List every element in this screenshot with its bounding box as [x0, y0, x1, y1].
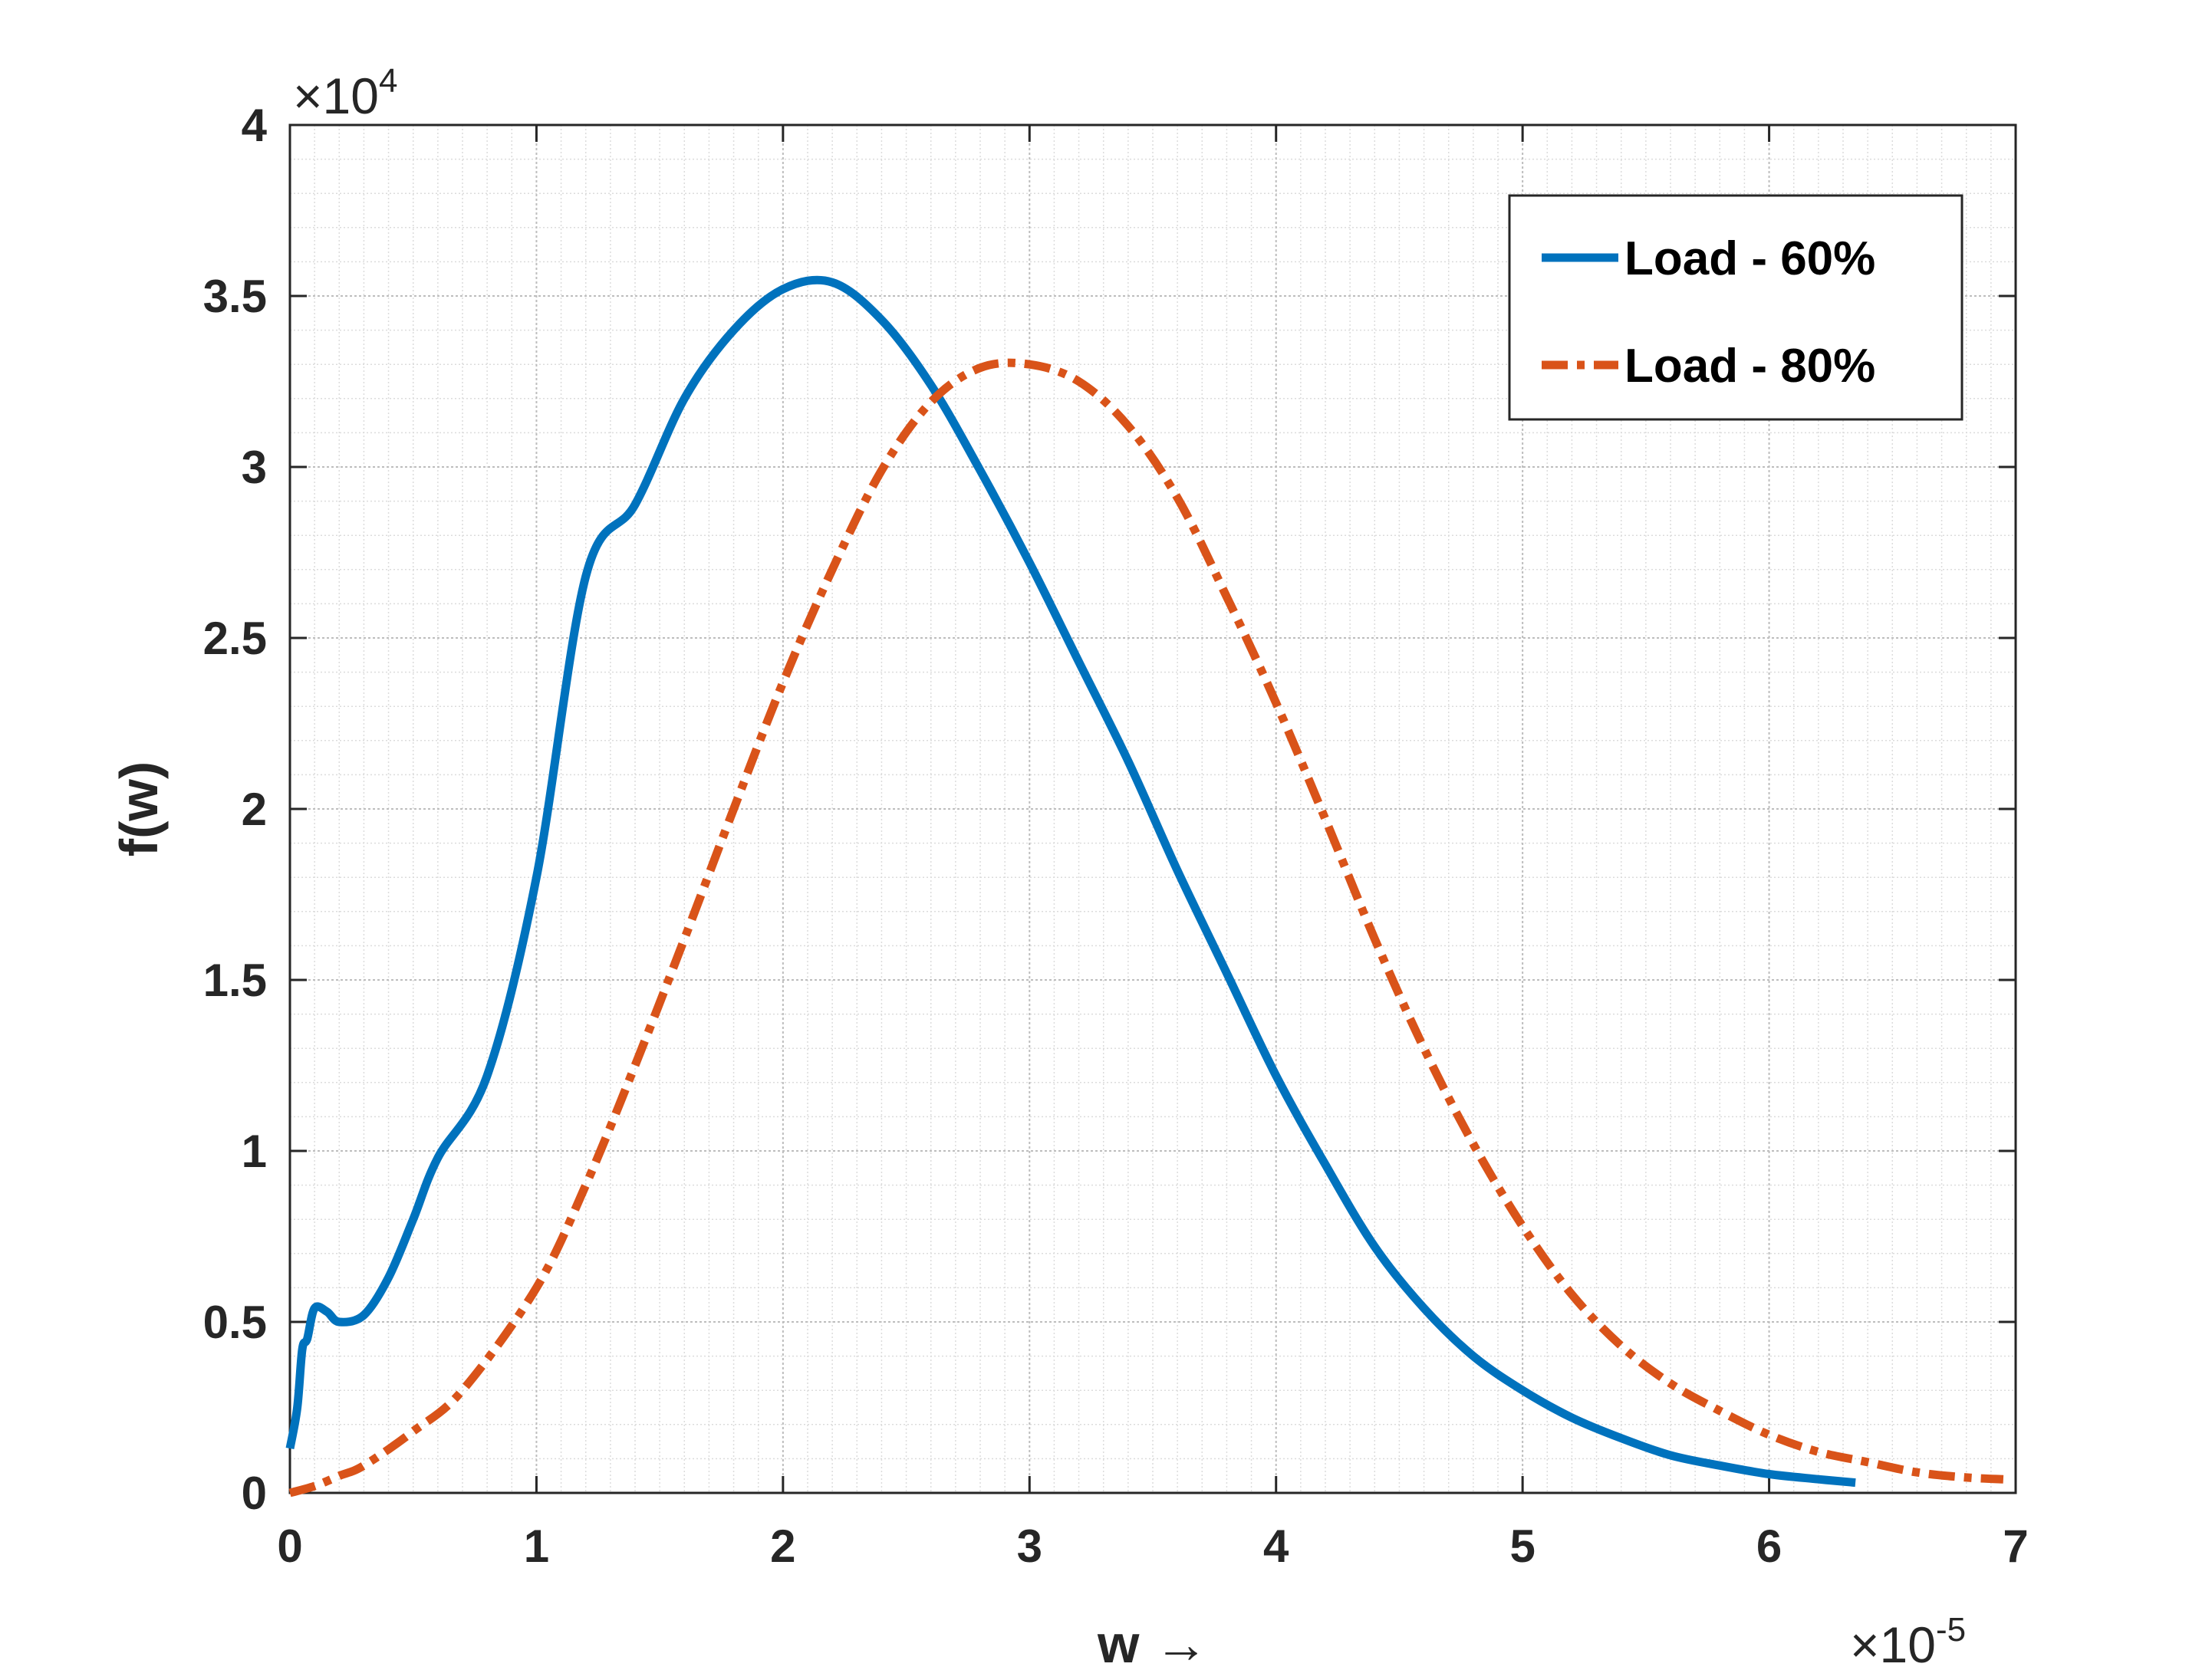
- y-exponent-power: 4: [379, 62, 397, 100]
- legend-label-load-80: Load - 80%: [1624, 340, 1875, 393]
- x-exponent-base: ×10: [1850, 1616, 1936, 1673]
- series-line-load-80: [288, 358, 2004, 1498]
- y-tick-label: 1: [242, 1126, 267, 1177]
- y-tick-label: 3.5: [203, 271, 267, 322]
- y-tick-label: 2.5: [203, 613, 267, 664]
- y-tick-labels: 0 0.5 1 1.5 2 2.5 3 3.5 4: [203, 100, 268, 1519]
- legend-label-load-60: Load - 60%: [1624, 232, 1875, 285]
- y-tick-label: 1.5: [203, 955, 267, 1006]
- y-axis-label: f(w): [109, 761, 169, 856]
- y-tick-label: 3: [242, 442, 267, 493]
- x-tick-label: 4: [1263, 1521, 1289, 1572]
- series-line-load-60: [285, 275, 1856, 1488]
- x-tick-label: 7: [2003, 1521, 2028, 1572]
- x-tick-label: 6: [1756, 1521, 1782, 1572]
- y-tick-label: 4: [242, 100, 268, 151]
- legend: Load - 60% Load - 80%: [1508, 194, 1963, 421]
- x-tick-label: 2: [770, 1521, 795, 1572]
- y-exponent-label: ×104: [293, 62, 397, 124]
- y-exponent-base: ×10: [293, 67, 379, 124]
- y-tick-label: 2: [242, 784, 267, 835]
- y-tick-label: 0.5: [203, 1297, 267, 1348]
- x-tick-label: 5: [1509, 1521, 1535, 1572]
- x-tick-labels: 0 1 2 3 4 5 6 7: [277, 1521, 2028, 1572]
- x-axis-label: w →: [1097, 1614, 1208, 1674]
- legend-box: [1508, 194, 1963, 421]
- y-tick-label: 0: [242, 1468, 267, 1519]
- x-exponent-power: -5: [1936, 1611, 1966, 1649]
- series-layer: [285, 275, 2004, 1498]
- x-tick-label: 1: [524, 1521, 549, 1572]
- x-tick-label: 0: [277, 1521, 302, 1572]
- x-tick-label: 3: [1017, 1521, 1042, 1572]
- x-exponent-label: ×10-5: [1850, 1611, 1966, 1673]
